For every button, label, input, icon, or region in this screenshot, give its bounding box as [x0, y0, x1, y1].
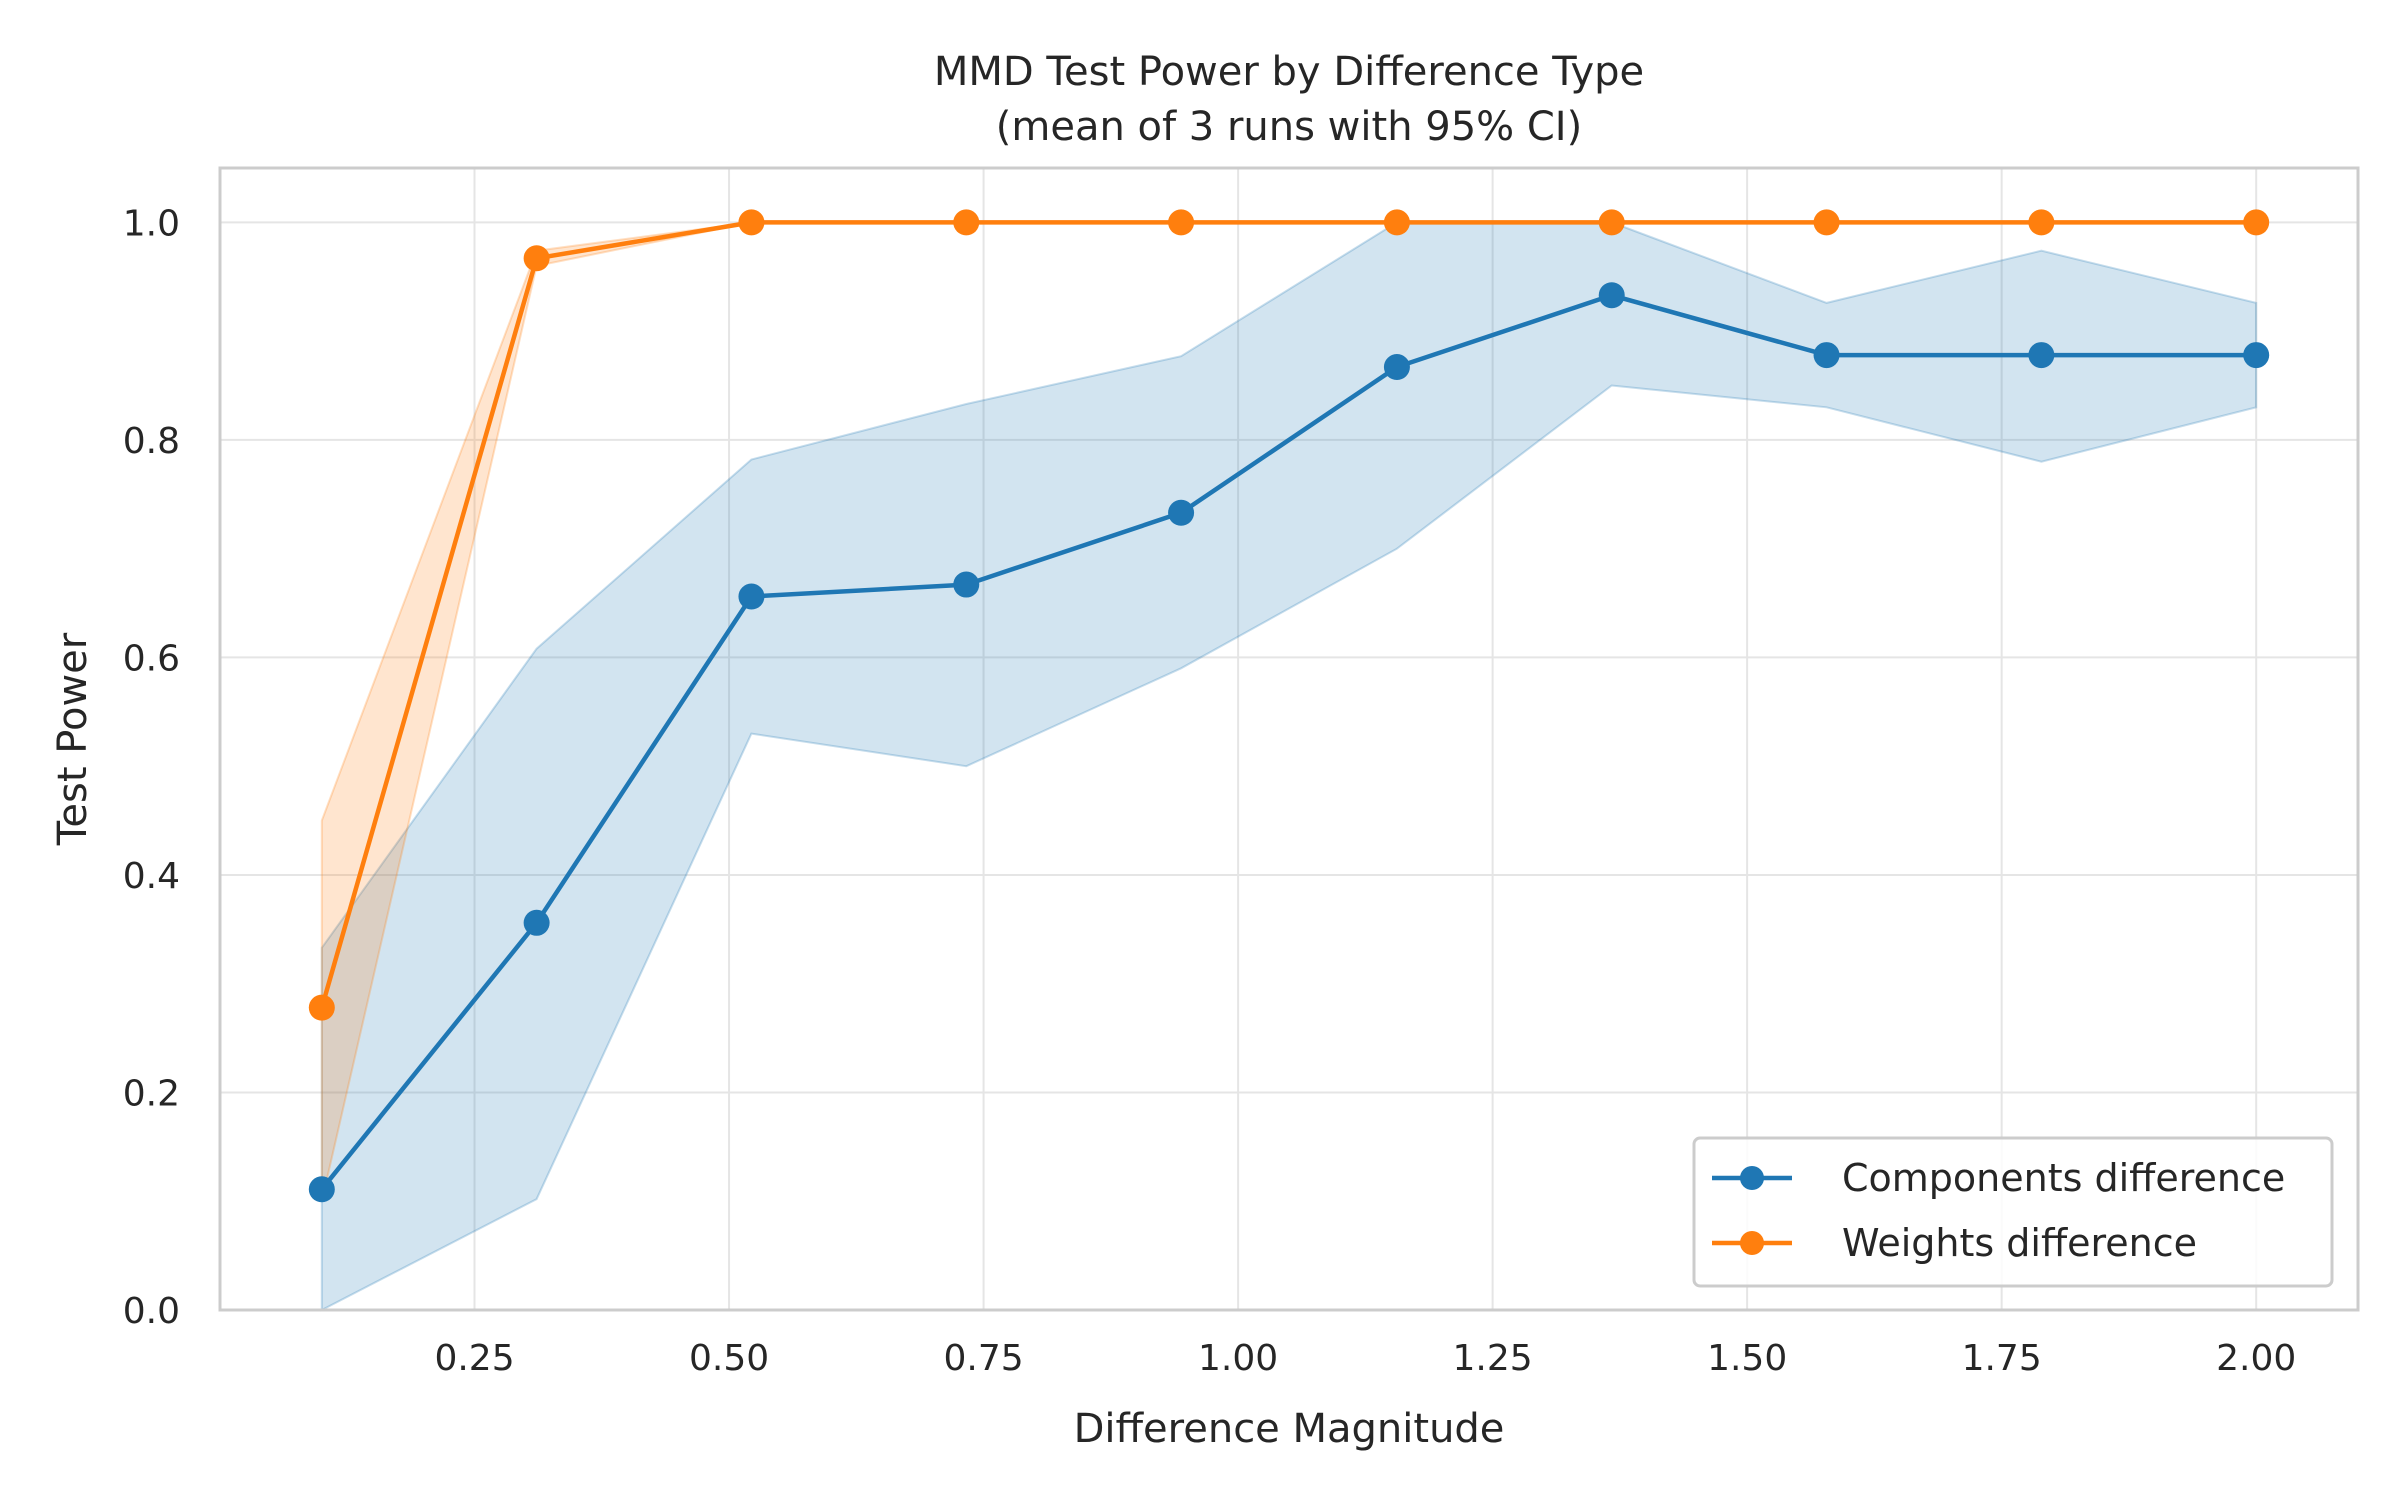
components-difference-point	[738, 583, 765, 610]
components-difference-point	[308, 1176, 335, 1203]
legend: Components difference Weights difference	[1692, 1136, 2334, 1288]
y-tick-label: 0.8	[123, 421, 180, 462]
weights-difference-point	[1168, 209, 1195, 236]
components-difference-point	[953, 571, 980, 598]
components-difference-point	[1383, 354, 1410, 381]
components-difference-point	[1168, 499, 1195, 526]
components-difference-point	[2243, 342, 2270, 369]
weights-difference-point	[2243, 209, 2270, 236]
weights-difference-point	[308, 994, 335, 1021]
legend-weights-difference-label: Weights difference	[1842, 1221, 2197, 1265]
components-difference-ci-band	[320, 221, 2258, 1312]
legend-box	[1692, 1136, 2334, 1288]
y-tick-label: 0.4	[123, 856, 180, 897]
x-tick-label: 1.75	[1962, 1338, 2042, 1379]
x-tick-label: 1.25	[1453, 1338, 1533, 1379]
chart-title: MMD Test Power by Difference Type	[934, 49, 1644, 95]
y-tick-label: 0.6	[123, 638, 180, 679]
weights-difference-point	[738, 209, 765, 236]
weights-difference-point	[953, 209, 980, 236]
x-tick-labels: 0.25 0.50 0.75 1.00 1.25 1.50 1.75 2.00	[434, 1338, 2296, 1379]
plot-frame	[218, 166, 2360, 1312]
components-difference-point	[1598, 282, 1625, 309]
weights-difference-point	[523, 245, 550, 272]
x-tick-label: 0.75	[943, 1338, 1023, 1379]
series-lines	[319, 220, 2257, 1191]
chart-subtitle: (mean of 3 runs with 95% CI)	[996, 104, 1582, 150]
weights-difference-point	[1598, 209, 1625, 236]
legend-components-difference-marker	[1740, 1166, 1764, 1190]
weights-difference-point	[2028, 209, 2055, 236]
legend-components-difference-label: Components difference	[1842, 1156, 2285, 1200]
legend-entries: Components difference Weights difference	[1712, 1156, 2285, 1265]
components-difference-point	[1813, 342, 1840, 369]
series-markers	[308, 209, 2270, 1203]
y-tick-label: 0.2	[123, 1073, 180, 1114]
weights-difference-point	[1383, 209, 1410, 236]
x-axis-label: Difference Magnitude	[1074, 1406, 1505, 1452]
y-axis-label: Test Power	[50, 632, 96, 846]
y-tick-label: 0.0	[123, 1291, 180, 1332]
x-tick-label: 1.50	[1707, 1338, 1787, 1379]
components-difference-point	[2028, 342, 2055, 369]
weights-difference-point	[1813, 209, 1840, 236]
legend-weights-difference-marker	[1740, 1231, 1764, 1255]
y-tick-label: 1.0	[123, 203, 180, 244]
components-difference-line	[320, 293, 2257, 1191]
y-tick-labels: 0.0 0.2 0.4 0.6 0.8 1.0	[123, 203, 180, 1332]
weights-difference-line	[319, 220, 2257, 1009]
x-tick-label: 0.25	[434, 1338, 514, 1379]
x-tick-label: 0.50	[689, 1338, 769, 1379]
x-tick-label: 1.00	[1198, 1338, 1278, 1379]
components-difference-point	[523, 909, 550, 936]
x-tick-label: 2.00	[2216, 1338, 2296, 1379]
